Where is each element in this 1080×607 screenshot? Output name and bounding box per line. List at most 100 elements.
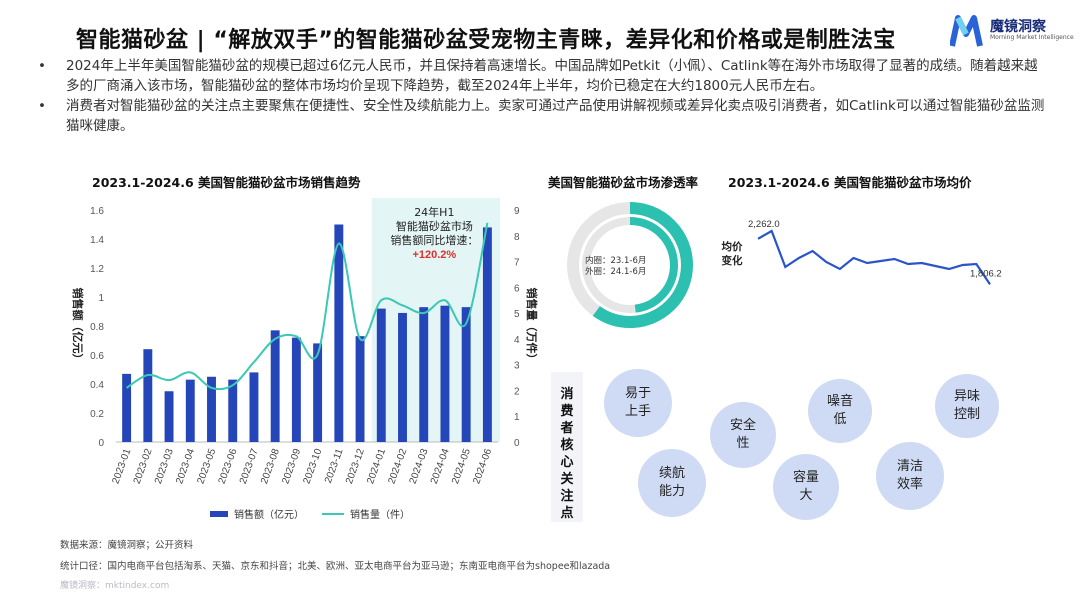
bubble-line: 大 (799, 488, 813, 503)
y2-tick-label: 6 (514, 283, 520, 294)
y-tick-label: 0.6 (90, 351, 104, 362)
bubble-line: 噪音 (826, 394, 853, 409)
annotation-line: 智能猫砂盆市场 (396, 219, 473, 233)
bubble-line: 上手 (624, 404, 651, 419)
x-tick-label: 2024-01 (365, 447, 388, 486)
focus-bubble-noise: 噪音低 (808, 379, 872, 443)
donut-inner-label: 内圈：23.1-6月 (585, 256, 647, 266)
footer-scope: 统计口径：国内电商平台包括淘系、天猫、京东和抖音；北美、欧洲、亚太电商平台为亚马… (60, 561, 611, 572)
sales-amount-bar (398, 312, 407, 442)
bubble-line: 容量 (792, 470, 819, 485)
y2-axis-label: 销售量（万件） (525, 288, 539, 365)
sales-amount-bar (313, 343, 323, 442)
bubble-line: 控制 (953, 407, 980, 422)
price-line (757, 229, 991, 285)
sales-amount-bar (207, 376, 216, 442)
focus-bubble-battery: 续航 能力 (638, 449, 706, 517)
x-tick-label: 2023-05 (195, 447, 218, 486)
focus-bubble-capacity: 容量大 (773, 454, 839, 520)
y-tick-label: 1.6 (90, 206, 104, 217)
bubble-line: 续航 (658, 466, 685, 481)
x-tick-label: 2023-10 (302, 447, 325, 486)
y2-tick-label: 8 (514, 232, 520, 243)
x-tick-label: 2023-03 (153, 447, 176, 486)
annotation-line: 24年H1 (414, 205, 454, 219)
bullet-marker: • (38, 98, 46, 114)
x-tick-label: 2023-08 (259, 447, 282, 486)
price-start-label: 2,262.0 (748, 219, 780, 230)
price-chart-title: 2023.1-2024.6 美国智能猫砂盆市场均价 (728, 175, 972, 190)
x-tick-label: 2023-11 (323, 447, 346, 485)
bubble-line: 低 (833, 412, 847, 427)
x-tick-label: 2023-09 (280, 447, 303, 486)
donut-outer-label: 外圈：24.1-6月 (585, 267, 647, 277)
sales-amount-bar (440, 305, 450, 442)
y-tick-label: 0.8 (90, 322, 104, 333)
sales-amount-bar (143, 349, 153, 442)
focus-bubble-cleaning: 清洁 效率 (876, 442, 944, 510)
bullet-text: 2024年上半年美国智能猫砂盆的规模已超过6亿元人民币，并且保持着高速增长。中国… (66, 58, 1038, 94)
sales-amount-bar (482, 227, 492, 442)
x-tick-label: 2023-07 (238, 447, 261, 486)
bubble-line: 异味 (953, 389, 980, 404)
x-tick-label: 2023-02 (132, 447, 155, 486)
penetration-donut-chart (567, 202, 693, 328)
sales-trend-chart: 0 0.2 0.4 0.6 0.8 1 1.2 1.4 1.6 0 1 2 3 4 5 6 7 8 9 销售额（亿元）… (71, 198, 539, 521)
x-tick-label: 2023-06 (217, 447, 240, 486)
sales-volume-line (126, 222, 489, 391)
bubble-line: 能力 (658, 484, 685, 499)
sales-amount-bar (122, 373, 132, 442)
y-tick-label: 0.4 (90, 380, 104, 391)
sales-amount-bar (376, 308, 386, 442)
sales-amount-bar (334, 224, 344, 442)
focus-bubble-odor: 异味 控制 (935, 374, 999, 438)
penetration-chart-title: 美国智能猫砂盆市场渗透率 (548, 175, 699, 190)
y-tick-label: 1.2 (90, 264, 104, 275)
logo-name: 魔镜洞察 (990, 19, 1046, 35)
annotation-line: 销售额同比增速： (390, 233, 478, 247)
x-tick-label: 2024-03 (408, 447, 431, 486)
y-tick-label: 1 (98, 293, 104, 304)
x-tick-label: 2024-04 (429, 447, 452, 486)
bubble-line: 性 (736, 436, 750, 451)
x-tick-label: 2024-02 (386, 447, 409, 486)
focus-title: 消费者核心关注点 (560, 387, 574, 521)
sales-amount-bar (270, 330, 280, 442)
y2-tick-label: 4 (514, 335, 520, 346)
legend-line-label: 销售量（件） (350, 508, 410, 521)
x-tick-label: 2024-05 (450, 447, 473, 486)
sales-amount-bar (461, 307, 471, 442)
y2-tick-label: 0 (514, 438, 520, 449)
bullet-text: 消费者对智能猫砂盆的关注点主要聚焦在便捷性、安全性及续航能力上。卖家可通过产品使… (66, 98, 1045, 134)
bubble-line: 易于 (624, 386, 651, 401)
focus-bubble-ease: 易于 上手 (604, 369, 672, 437)
legend-bar-label: 销售额（亿元） (234, 508, 304, 521)
logo-subtitle: Morning Market Intelligence (990, 34, 1074, 41)
sales-amount-bar (228, 379, 238, 442)
footer-watermark: 魔镜洞察：mktindex.com (60, 581, 170, 591)
bubble-line: 清洁 (896, 459, 923, 474)
x-tick-label: 2023-04 (174, 447, 197, 486)
legend-bar-swatch (210, 511, 228, 517)
price-y-label-part: 变化 (722, 254, 743, 267)
price-y-label-part: 均价 (722, 240, 743, 253)
y2-tick-label: 7 (514, 258, 520, 269)
y2-tick-label: 3 (514, 361, 520, 372)
x-tick-label: 2023-01 (111, 447, 134, 486)
sales-amount-bar (185, 379, 195, 442)
bubble-line: 安全 (729, 418, 756, 433)
bullet-item: • 消费者对智能猫砂盆的关注点主要聚焦在便捷性、安全性及续航能力上。卖家可通过产… (38, 96, 1048, 136)
focus-title-box (551, 372, 583, 522)
logo: 魔镜洞察 Morning Market Intelligence (950, 14, 1074, 48)
y-tick-label: 1.4 (90, 235, 104, 246)
price-end-label: 1,806.2 (970, 268, 1002, 279)
sales-chart-title: 2023.1-2024.6 美国智能猫砂盆市场销售趋势 (92, 175, 361, 190)
bullet-marker: • (38, 58, 46, 74)
y-axis-label: 销售额（亿元） (71, 288, 85, 365)
page-title: 智能猫砂盆 | “解放双手”的智能猫砂盆受宠物主青睐，差异化和价格或是制胜法宝 (76, 28, 896, 53)
sales-amount-bar (355, 336, 365, 442)
sales-amount-bar (249, 372, 259, 442)
bullet-item: • 2024年上半年美国智能猫砂盆的规模已超过6亿元人民币，并且保持着高速增长。… (38, 56, 1048, 96)
donut-inner-ring (582, 217, 678, 313)
